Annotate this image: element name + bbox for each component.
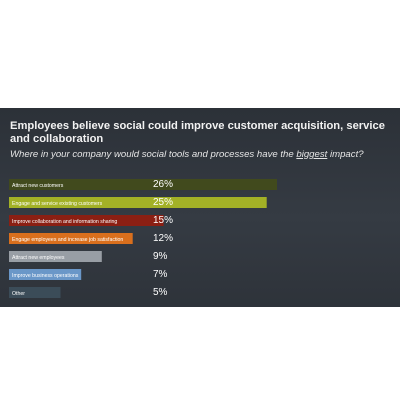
category-label-1: Attract new customers: [12, 183, 64, 189]
bar-2: [9, 197, 267, 208]
bar-7: [9, 287, 61, 298]
bar-1: [9, 179, 277, 190]
value-label-4: 12%: [153, 233, 173, 244]
bar-5: [9, 251, 102, 262]
chart-subtitle: Where in your company would social tools…: [10, 149, 400, 161]
category-label-2: Engage and service existing customers: [12, 201, 103, 207]
category-label-5: Attract new employees: [12, 255, 65, 261]
value-label-6: 7%: [153, 269, 168, 280]
bar-4: [9, 233, 133, 244]
category-label-4: Engage employees and increase job satisf…: [12, 237, 123, 243]
value-label-5: 9%: [153, 251, 168, 262]
category-label-6: Improve business operations: [12, 273, 79, 279]
subtitle-text-end: impact?: [327, 149, 364, 160]
subtitle-emphasis: biggest: [296, 149, 328, 160]
chart-title: Employees believe social could improve c…: [10, 120, 385, 145]
category-label-7: Other: [12, 291, 25, 297]
value-label-3: 15%: [153, 215, 173, 226]
subtitle-text: Where in your company would social tools…: [10, 149, 297, 160]
bar-6: [9, 269, 82, 280]
value-label-1: 26%: [153, 179, 173, 190]
value-label-2: 25%: [153, 197, 173, 208]
value-label-7: 5%: [153, 287, 168, 298]
category-label-3: Improve collaboration and information sh…: [12, 219, 117, 225]
bar-3: [9, 215, 164, 226]
